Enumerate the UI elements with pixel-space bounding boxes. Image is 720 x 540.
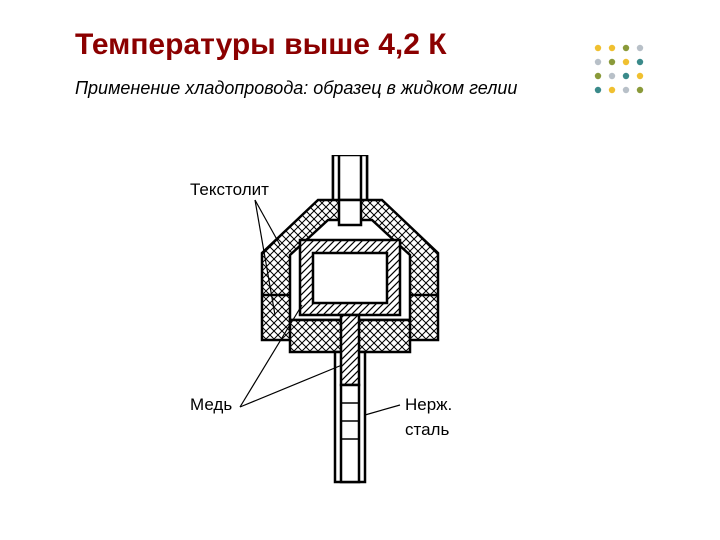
slide-subtitle: Применение хладопровода: образец в жидко…: [75, 78, 517, 99]
cryostat-diagram: [210, 155, 490, 495]
inner-cup-copper: [300, 240, 400, 315]
corner-dot-decoration: [590, 40, 660, 110]
slide-title: Температуры выше 4,2 К: [75, 28, 447, 62]
